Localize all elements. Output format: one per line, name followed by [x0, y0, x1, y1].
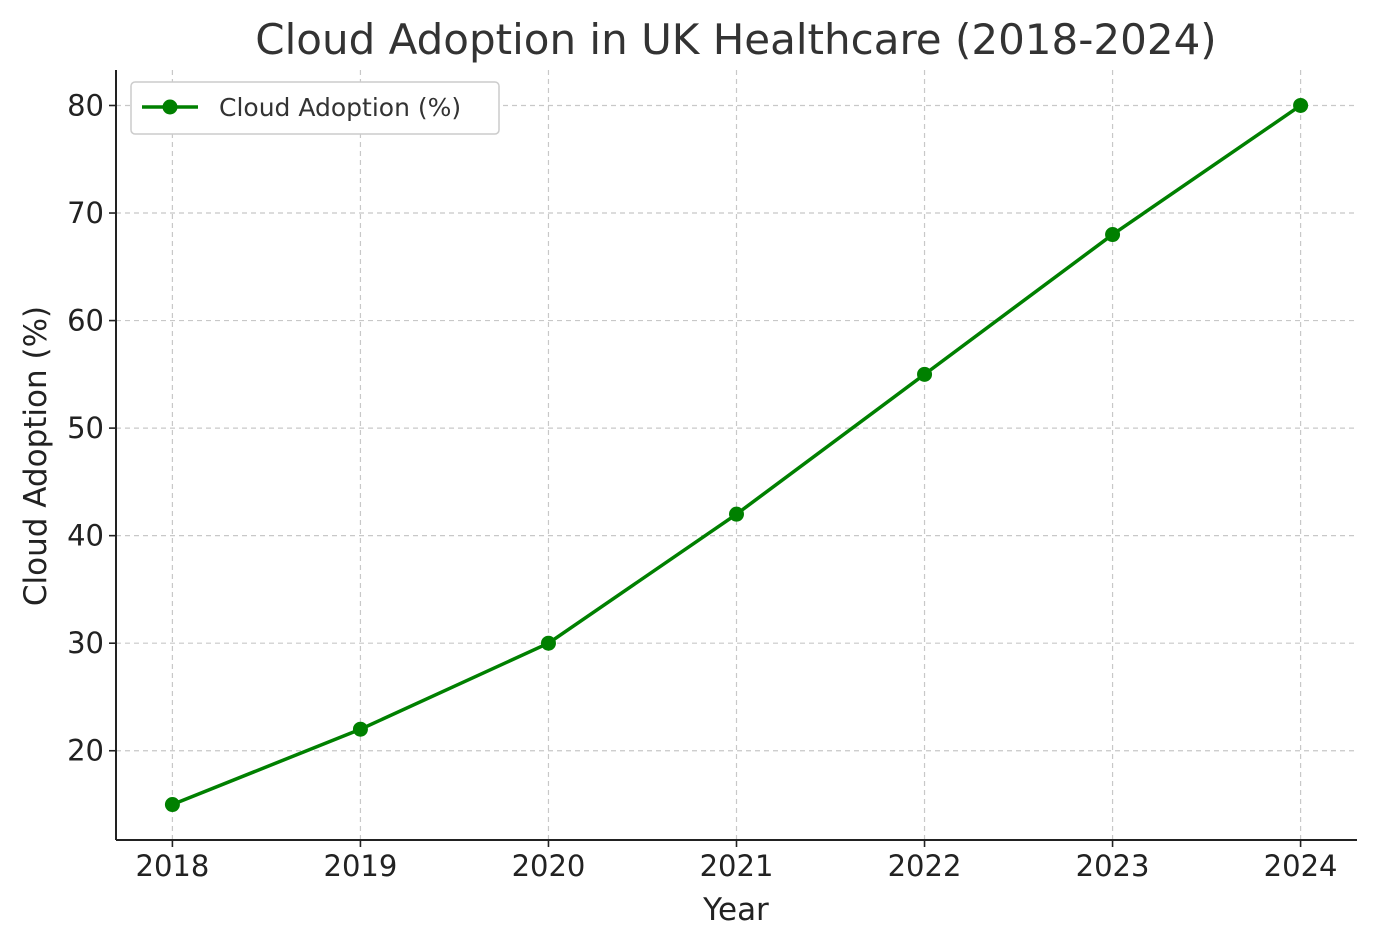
- x-axis-ticks: 2018 2019 2020 2021 2022 2023 2024: [136, 840, 1338, 883]
- y-tick-label-0: 20: [67, 734, 104, 768]
- axes: [115, 70, 1357, 841]
- x-tick-label-0: 2018: [136, 849, 210, 883]
- legend-marker-swatch: [162, 99, 178, 115]
- data-point-2024: [1293, 97, 1309, 113]
- data-point-2023: [1105, 227, 1121, 243]
- x-tick-label-4: 2022: [888, 849, 962, 883]
- y-tick-label-2: 40: [67, 519, 104, 553]
- chart-title: Cloud Adoption in UK Healthcare (2018-20…: [255, 15, 1216, 64]
- x-tick-label-2: 2020: [512, 849, 586, 883]
- data-point-2019: [352, 721, 368, 737]
- data-point-2021: [729, 506, 744, 522]
- x-tick-label-3: 2021: [700, 849, 774, 883]
- legend-box: [130, 81, 500, 135]
- y-axis-label: Cloud Adoption (%): [18, 306, 54, 606]
- grid: [116, 70, 1357, 840]
- x-tick-label-6: 2024: [1264, 849, 1338, 883]
- y-tick-label-6: 80: [67, 88, 104, 122]
- y-tick-label-5: 70: [67, 196, 104, 230]
- x-tick-label-1: 2019: [324, 849, 398, 883]
- data-point-2020: [540, 635, 556, 651]
- y-axis-ticks: 20 30 40 50 60 70 80: [67, 88, 116, 768]
- x-tick-label-5: 2023: [1076, 849, 1150, 883]
- y-tick-label-1: 30: [67, 626, 104, 660]
- legend-entry-label: Cloud Adoption (%): [219, 93, 461, 122]
- x-axis-label: Year: [702, 892, 769, 928]
- legend: Cloud Adoption (%): [130, 81, 500, 135]
- data-point-2018: [164, 797, 180, 813]
- series-line-0: [171, 104, 1302, 807]
- series-group: [164, 97, 1309, 813]
- y-tick-label-3: 50: [67, 411, 104, 445]
- y-tick-label-4: 60: [67, 304, 104, 338]
- data-point-2022: [917, 366, 933, 382]
